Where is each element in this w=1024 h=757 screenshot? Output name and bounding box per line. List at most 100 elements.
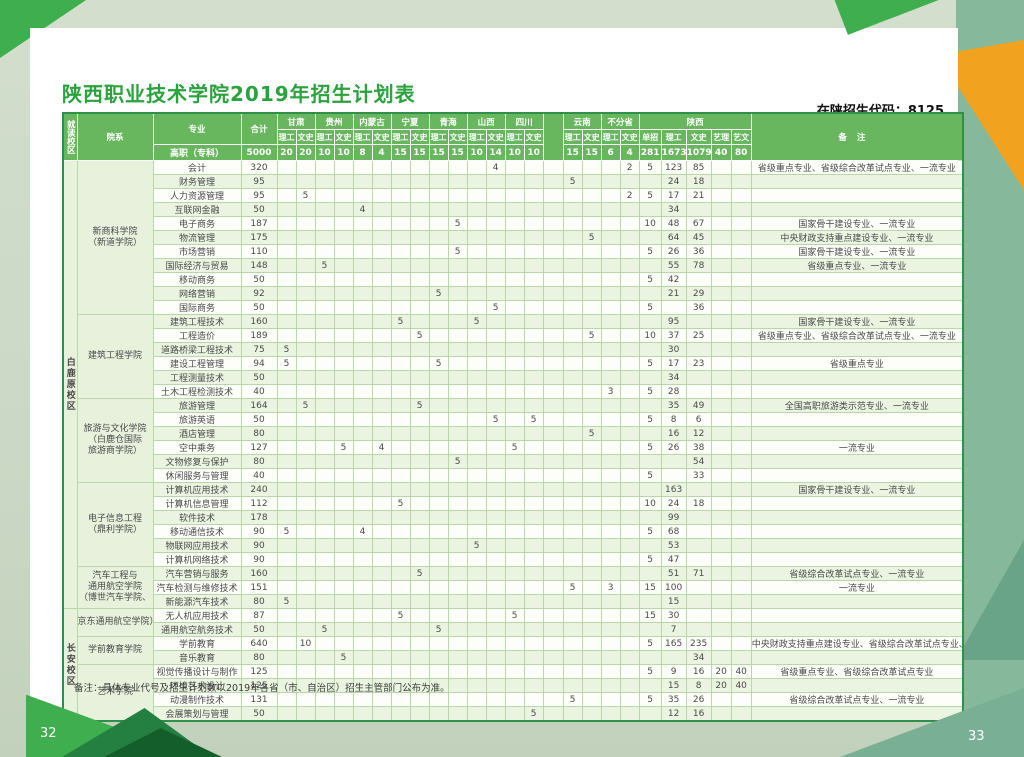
quota-cell [352, 510, 373, 525]
quota-cell [730, 594, 752, 609]
total-cell: 175 [240, 230, 278, 245]
spacer-cell [542, 706, 564, 722]
college-column-header: 院系 [76, 112, 154, 161]
quota-cell [409, 188, 430, 203]
quota-cell [466, 272, 487, 287]
quota-cell [600, 202, 621, 217]
quota-cell [352, 454, 373, 469]
quota-cell [600, 454, 621, 469]
quota-cell [352, 370, 373, 385]
quota-cell [409, 608, 430, 623]
quota-cell [562, 412, 583, 427]
quota-cell [447, 594, 468, 609]
quota-cell [600, 314, 621, 329]
quota-cell [428, 692, 449, 707]
quota-cell [371, 412, 392, 427]
major-cell: 学前教育 [152, 636, 242, 651]
quota-cell [314, 328, 335, 343]
quota-cell [333, 706, 354, 722]
quota-cell [333, 622, 354, 637]
quota-cell: 3 [600, 384, 621, 399]
quota-cell [710, 300, 732, 315]
quota-cell [562, 566, 583, 581]
quota-cell [504, 426, 525, 441]
subject-header: 文史 [523, 129, 544, 145]
quota-cell [466, 356, 487, 371]
quota-cell [276, 314, 297, 329]
quota-cell [523, 174, 544, 189]
province-header: 云南 [562, 112, 602, 130]
quota-cell [295, 426, 316, 441]
quota-cell [485, 398, 506, 413]
quota-cell [314, 454, 335, 469]
quota-cell [333, 342, 354, 357]
quota-cell [390, 664, 411, 679]
remark-cell [750, 468, 964, 483]
table-row: 建筑工程学院 建筑工程技术 160 5 5 95 国家骨干建设专业、一流专业 [63, 314, 964, 399]
table-row: 白鹿原校区 新商科学院 （新道学院） 会计 320 4 2 5 123 85 省级重点专业、省级综合… [62, 160, 964, 609]
quota-cell [352, 538, 373, 553]
quota-cell [447, 566, 468, 581]
quota-cell [314, 160, 335, 175]
shaanxi-subject-header: 单招 [638, 129, 662, 145]
quota-cell: 5 [638, 468, 662, 483]
quota-cell [390, 552, 411, 567]
subject-header: 理工 [352, 129, 373, 145]
quota-cell [409, 552, 430, 567]
table-row: 音乐教育 80 5 34 [63, 650, 964, 665]
quota-cell: 5 [523, 412, 544, 427]
quota-cell [352, 314, 373, 329]
quota-cell [619, 538, 640, 553]
province-header: 不分省 [600, 112, 640, 130]
quota-cell [333, 356, 354, 371]
quota-cell [428, 538, 449, 553]
quota-cell [600, 230, 621, 245]
quota-cell [295, 594, 316, 609]
campus-cell: 白鹿原校区 [62, 160, 78, 609]
total-cell: 50 [240, 272, 278, 287]
major-cell: 工程测量技术 [152, 370, 242, 385]
quota-cell [504, 258, 525, 273]
quota-cell [314, 706, 335, 722]
remark-cell: 省级综合改革试点专业、一流专业 [750, 692, 964, 707]
quota-cell [581, 398, 602, 413]
quota-cell [276, 202, 297, 217]
quota-cell: 5 [638, 356, 662, 371]
quota-cell [390, 230, 411, 245]
quota-cell [619, 230, 640, 245]
quota-cell [314, 286, 335, 301]
total-cell: 160 [240, 314, 278, 329]
quota-cell [710, 510, 732, 525]
quota-cell [730, 412, 752, 427]
quota-cell [409, 342, 430, 357]
quota-cell [523, 482, 544, 497]
quota-cell [352, 244, 373, 259]
spacer-cell [542, 160, 564, 175]
quota-cell [619, 426, 640, 441]
quota-cell: 34 [660, 370, 687, 385]
quota-cell [295, 678, 316, 693]
quota-cell [730, 426, 752, 441]
quota-cell [600, 174, 621, 189]
quota-cell [581, 608, 602, 623]
quota-cell [295, 216, 316, 231]
total-cell: 94 [240, 356, 278, 371]
quota-cell: 64 [660, 230, 687, 245]
quota-cell: 5 [638, 272, 662, 287]
quota-cell [428, 300, 449, 315]
quota-cell: 45 [685, 230, 712, 245]
quota-cell [466, 594, 487, 609]
quota-cell [523, 272, 544, 287]
quota-cell [730, 286, 752, 301]
quota-cell [333, 482, 354, 497]
spacer-cell [542, 594, 564, 609]
spacer-cell [542, 328, 564, 343]
quota-cell [333, 160, 354, 175]
major-cell: 计算机网络技术 [152, 552, 242, 567]
quota-cell: 67 [685, 216, 712, 231]
quota-cell [523, 650, 544, 665]
quota-cell: 33 [685, 468, 712, 483]
quota-cell [295, 174, 316, 189]
quota-cell [730, 510, 752, 525]
province-quota: 10 [504, 144, 525, 161]
